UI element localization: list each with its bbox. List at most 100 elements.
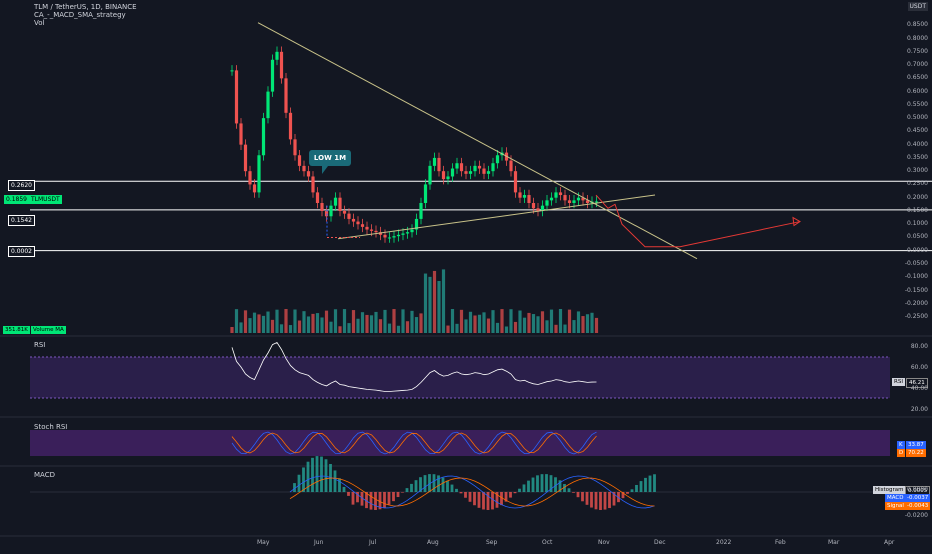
candle-body-18: [311, 176, 315, 193]
candle-body-58: [491, 163, 495, 172]
volume-bar-30: [365, 314, 369, 333]
candle-body-46: [437, 157, 441, 172]
time-tick-2: Jul: [369, 539, 377, 546]
candle-body-54: [473, 165, 477, 172]
candle-body-75: [567, 200, 572, 203]
macd-hist-11: [338, 478, 341, 492]
rsi-title: RSI: [34, 341, 46, 349]
candle-body-40: [410, 229, 414, 233]
low-1m-callout[interactable]: LOW 1M: [309, 150, 351, 166]
volume-bar-3: [243, 310, 248, 333]
candle-body-8: [266, 91, 270, 119]
candle-body-36: [392, 236, 396, 238]
current-price-tag: TLMUSDT: [29, 195, 62, 204]
candle-body-62: [509, 160, 513, 172]
macd-hist-70: [603, 492, 607, 510]
rsi-tick-1: 60.00: [910, 364, 928, 371]
level-box-1: 0.2620: [8, 180, 35, 191]
volume-bar-45: [432, 270, 437, 333]
candle-body-6: [257, 155, 261, 193]
volume-bar-36: [392, 309, 396, 333]
volume-bar-50: [455, 323, 459, 333]
macd-hist-47: [500, 492, 503, 506]
volume-bar-1: [234, 309, 239, 333]
candle-body-29: [360, 224, 365, 227]
candle-body-33: [378, 232, 383, 235]
callout-pointer: [322, 166, 328, 174]
candle-body-15: [297, 155, 302, 166]
macd-hist-1: [293, 483, 296, 492]
macd-hist-19: [374, 492, 377, 510]
currency-badge[interactable]: USDT: [907, 2, 928, 11]
macd-hist-25: [401, 492, 404, 493]
volume-bar-20: [320, 317, 324, 333]
macd-hist-60: [558, 480, 562, 492]
macd-hist-12: [342, 486, 346, 492]
candle-body-24: [338, 197, 342, 211]
candle-body-66: [527, 195, 531, 203]
candle-body-55: [477, 165, 482, 169]
price-tick-7: 0.5000: [907, 114, 928, 122]
current-price-box: 0.1859: [4, 195, 29, 204]
stoch-d-line: [231, 432, 597, 454]
volume-bar-15: [297, 320, 302, 333]
macd-tick-1: -0.0200: [904, 512, 928, 519]
volume-bar-12: [284, 309, 288, 333]
time-tick-7: Dec: [654, 539, 666, 546]
volume-bar-18: [311, 313, 315, 333]
price-tick-2: 0.7500: [907, 47, 928, 55]
macd-hist-63: [572, 492, 575, 493]
price-tick-13: 0.2000: [907, 193, 928, 201]
chart-legend: TLM / TetherUS, 1D, BINANCE CA_-_MACD_SM…: [34, 3, 137, 27]
macd-hist-8: [324, 459, 328, 492]
volume-value-tag: 351.81K: [3, 326, 30, 334]
volume-bar-62: [509, 309, 513, 333]
candle-body-17: [306, 171, 311, 177]
macd-hist-46: [495, 492, 499, 508]
volume-bar-42: [419, 313, 423, 333]
macd-hist-16: [360, 492, 364, 506]
macd-hist-3: [302, 467, 305, 492]
candle-body-45: [432, 157, 437, 166]
candle-body-28: [356, 221, 360, 225]
macd-hist-36: [450, 484, 454, 492]
volume-bar-23: [333, 309, 338, 333]
stoch-d-tag: D: [897, 449, 906, 457]
macd-hist-30: [423, 475, 427, 492]
candle-body-69: [540, 205, 545, 211]
volume-label: Vol: [34, 19, 45, 27]
volume-bar-16: [302, 311, 306, 333]
volume-bar-7: [261, 315, 266, 333]
volume-bar-57: [486, 318, 491, 333]
volume-bar-59: [495, 322, 500, 333]
candle-body-10: [275, 51, 279, 60]
candle-body-38: [401, 233, 405, 235]
candle-body-11: [279, 51, 284, 79]
macd-hist-66: [585, 492, 589, 505]
candle-body-43: [423, 184, 428, 203]
volume-bar-79: [585, 314, 590, 333]
macd-hist-64: [576, 492, 580, 498]
macd-hist-68: [594, 492, 598, 510]
rsi-tag: RSI: [892, 378, 905, 386]
macd-hist-5: [311, 457, 314, 492]
macd-hist-21: [383, 492, 386, 508]
price-tick-14: 0.1500: [907, 206, 928, 214]
macd-signal-value: -0.0043: [905, 502, 931, 510]
macd-hist-48: [504, 492, 508, 502]
price-tick-12: 0.2500: [907, 180, 928, 188]
macd-hist-72: [612, 492, 616, 506]
macd-hist-76: [630, 489, 634, 492]
rsi-tick-0: 80.00: [910, 343, 928, 350]
price-tick-9: 0.4000: [907, 140, 928, 148]
stoch-k-line: [231, 431, 597, 455]
candle-body-71: [549, 197, 554, 201]
macd-hist-26: [405, 488, 409, 492]
macd-hist-56: [540, 474, 544, 492]
macd-tick-0: 0.0000: [907, 486, 928, 493]
volume-bar-74: [563, 324, 567, 333]
macd-hist-40: [468, 492, 472, 502]
rsi-value: 46.21: [906, 378, 928, 388]
